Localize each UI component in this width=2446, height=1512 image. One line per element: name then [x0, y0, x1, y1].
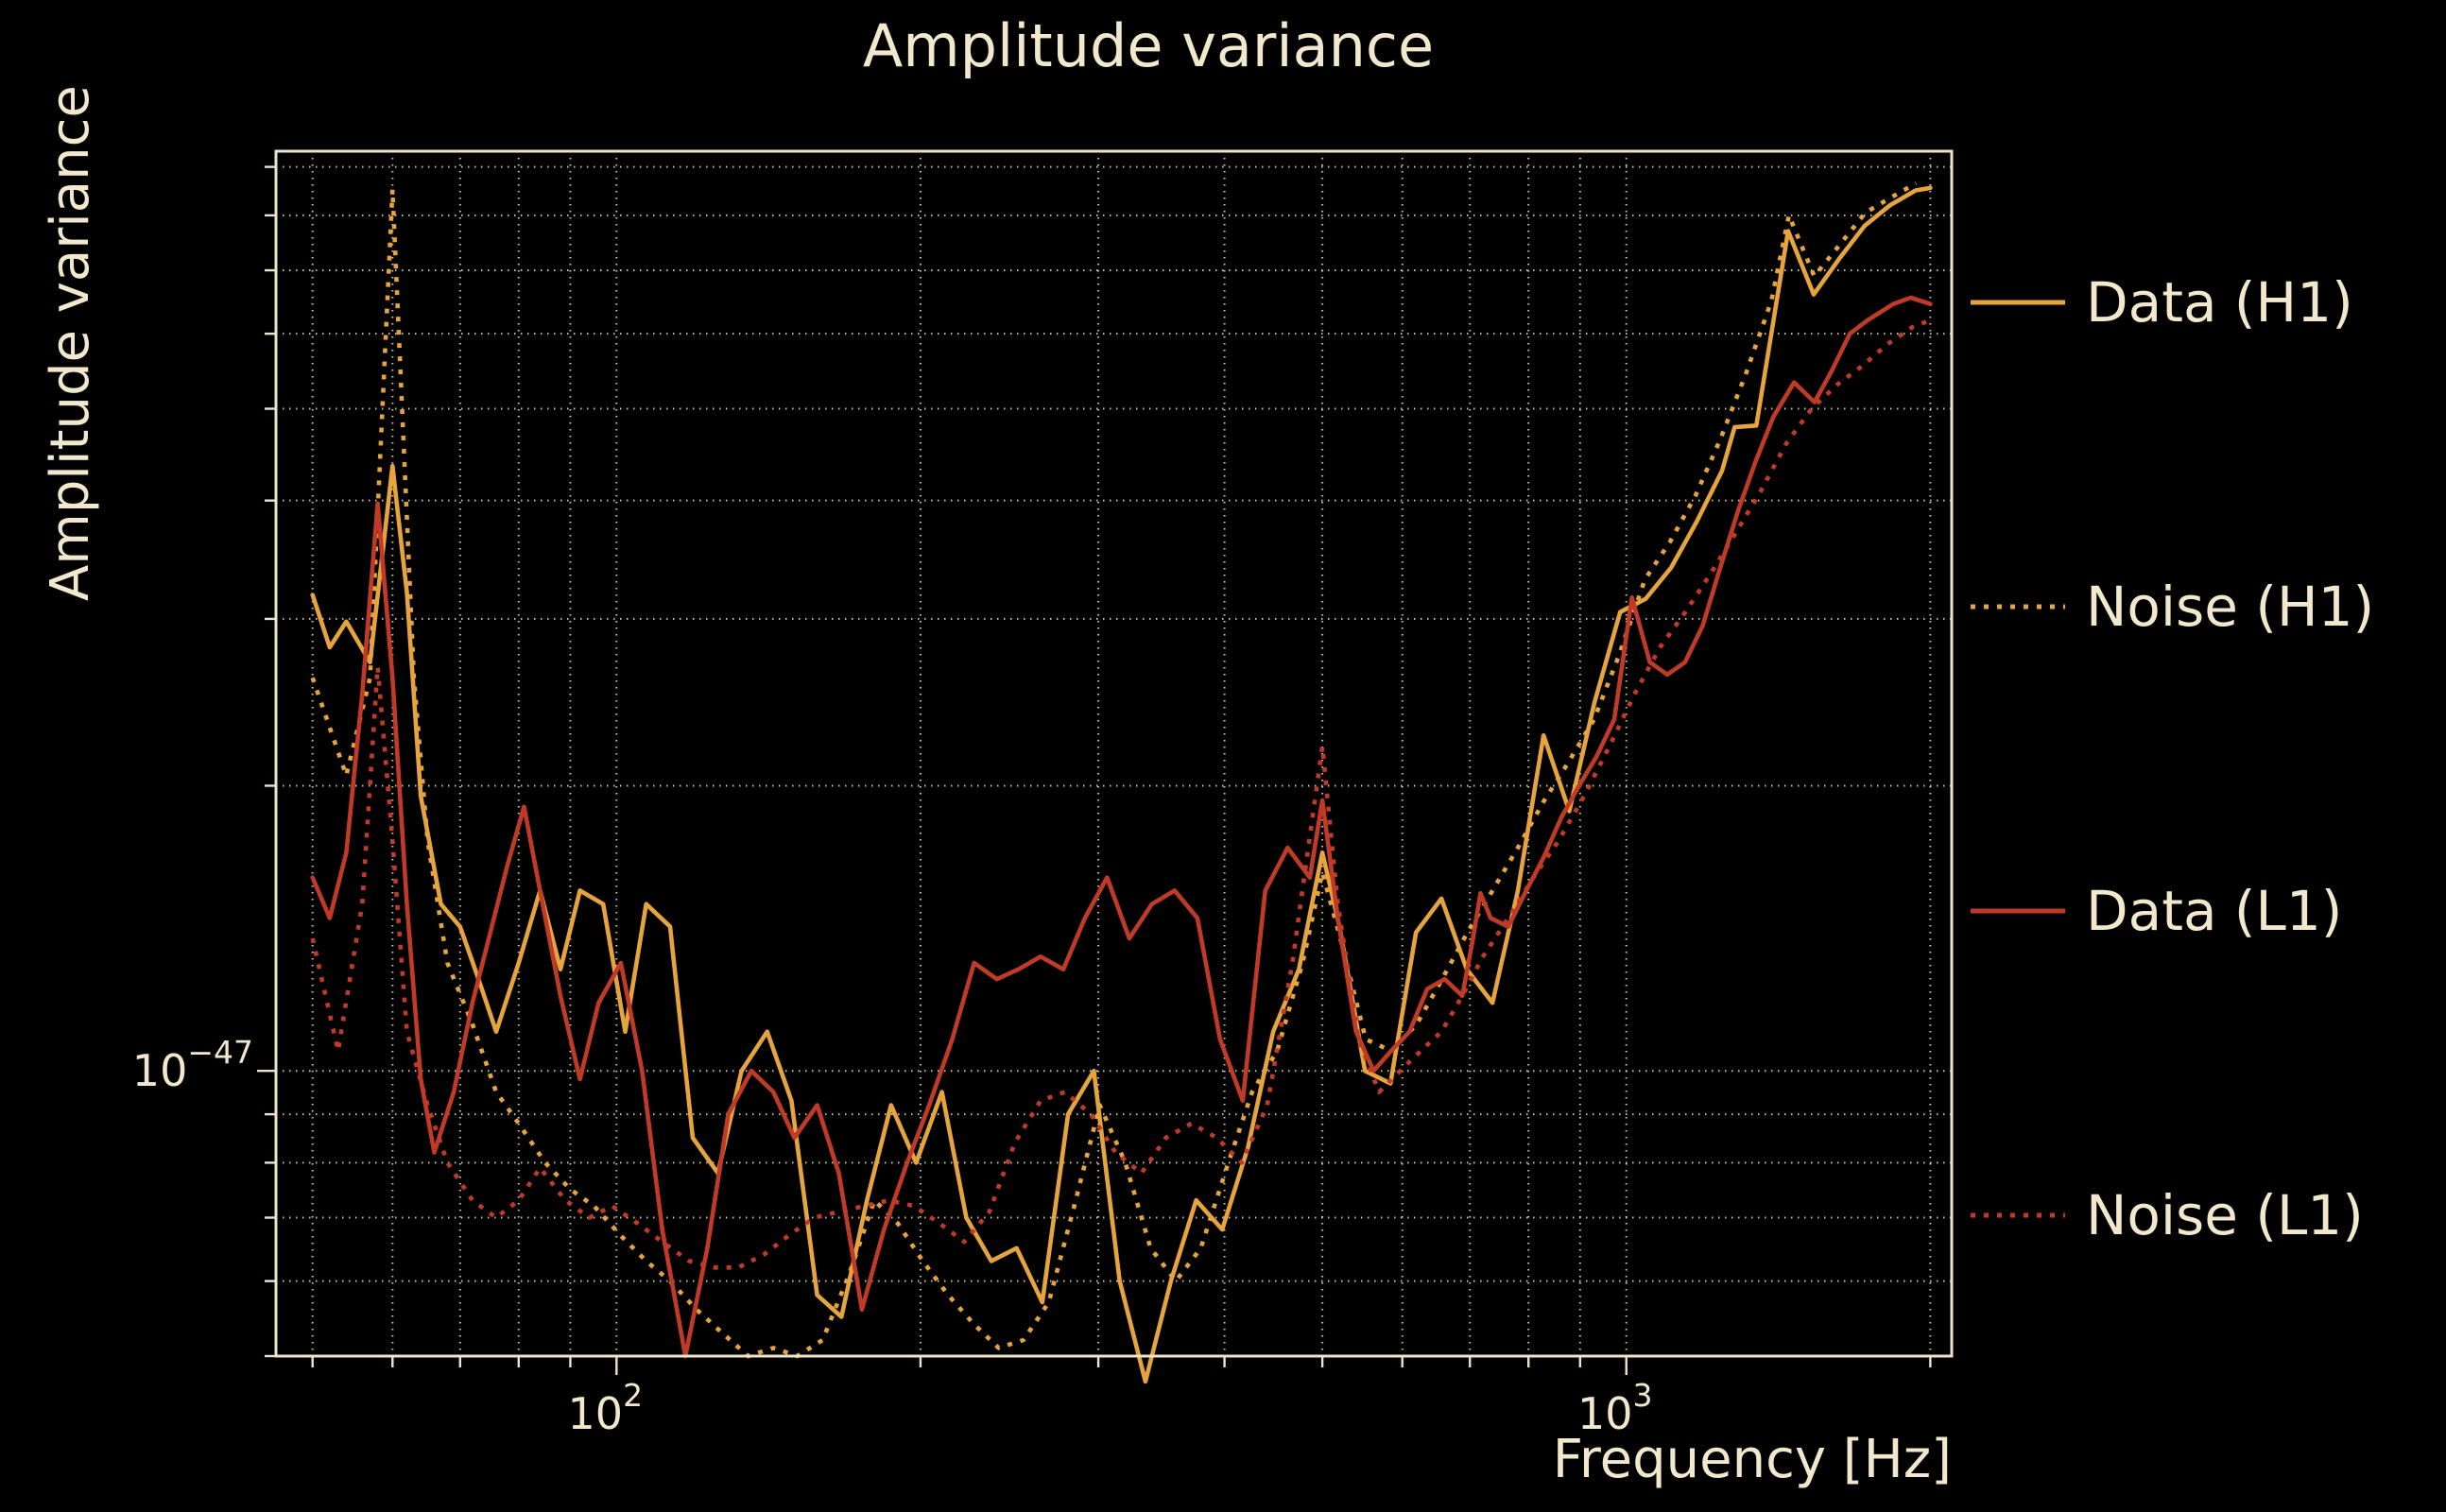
y-axis-label: Amplitude variance: [40, 85, 101, 601]
x-axis-label: Frequency [Hz]: [1552, 1429, 1952, 1490]
tick-label: 102: [568, 1377, 644, 1439]
chart-title: Amplitude variance: [862, 11, 1435, 80]
tick-label: 103: [1577, 1377, 1653, 1439]
tick-label: 10−47: [132, 1034, 253, 1096]
